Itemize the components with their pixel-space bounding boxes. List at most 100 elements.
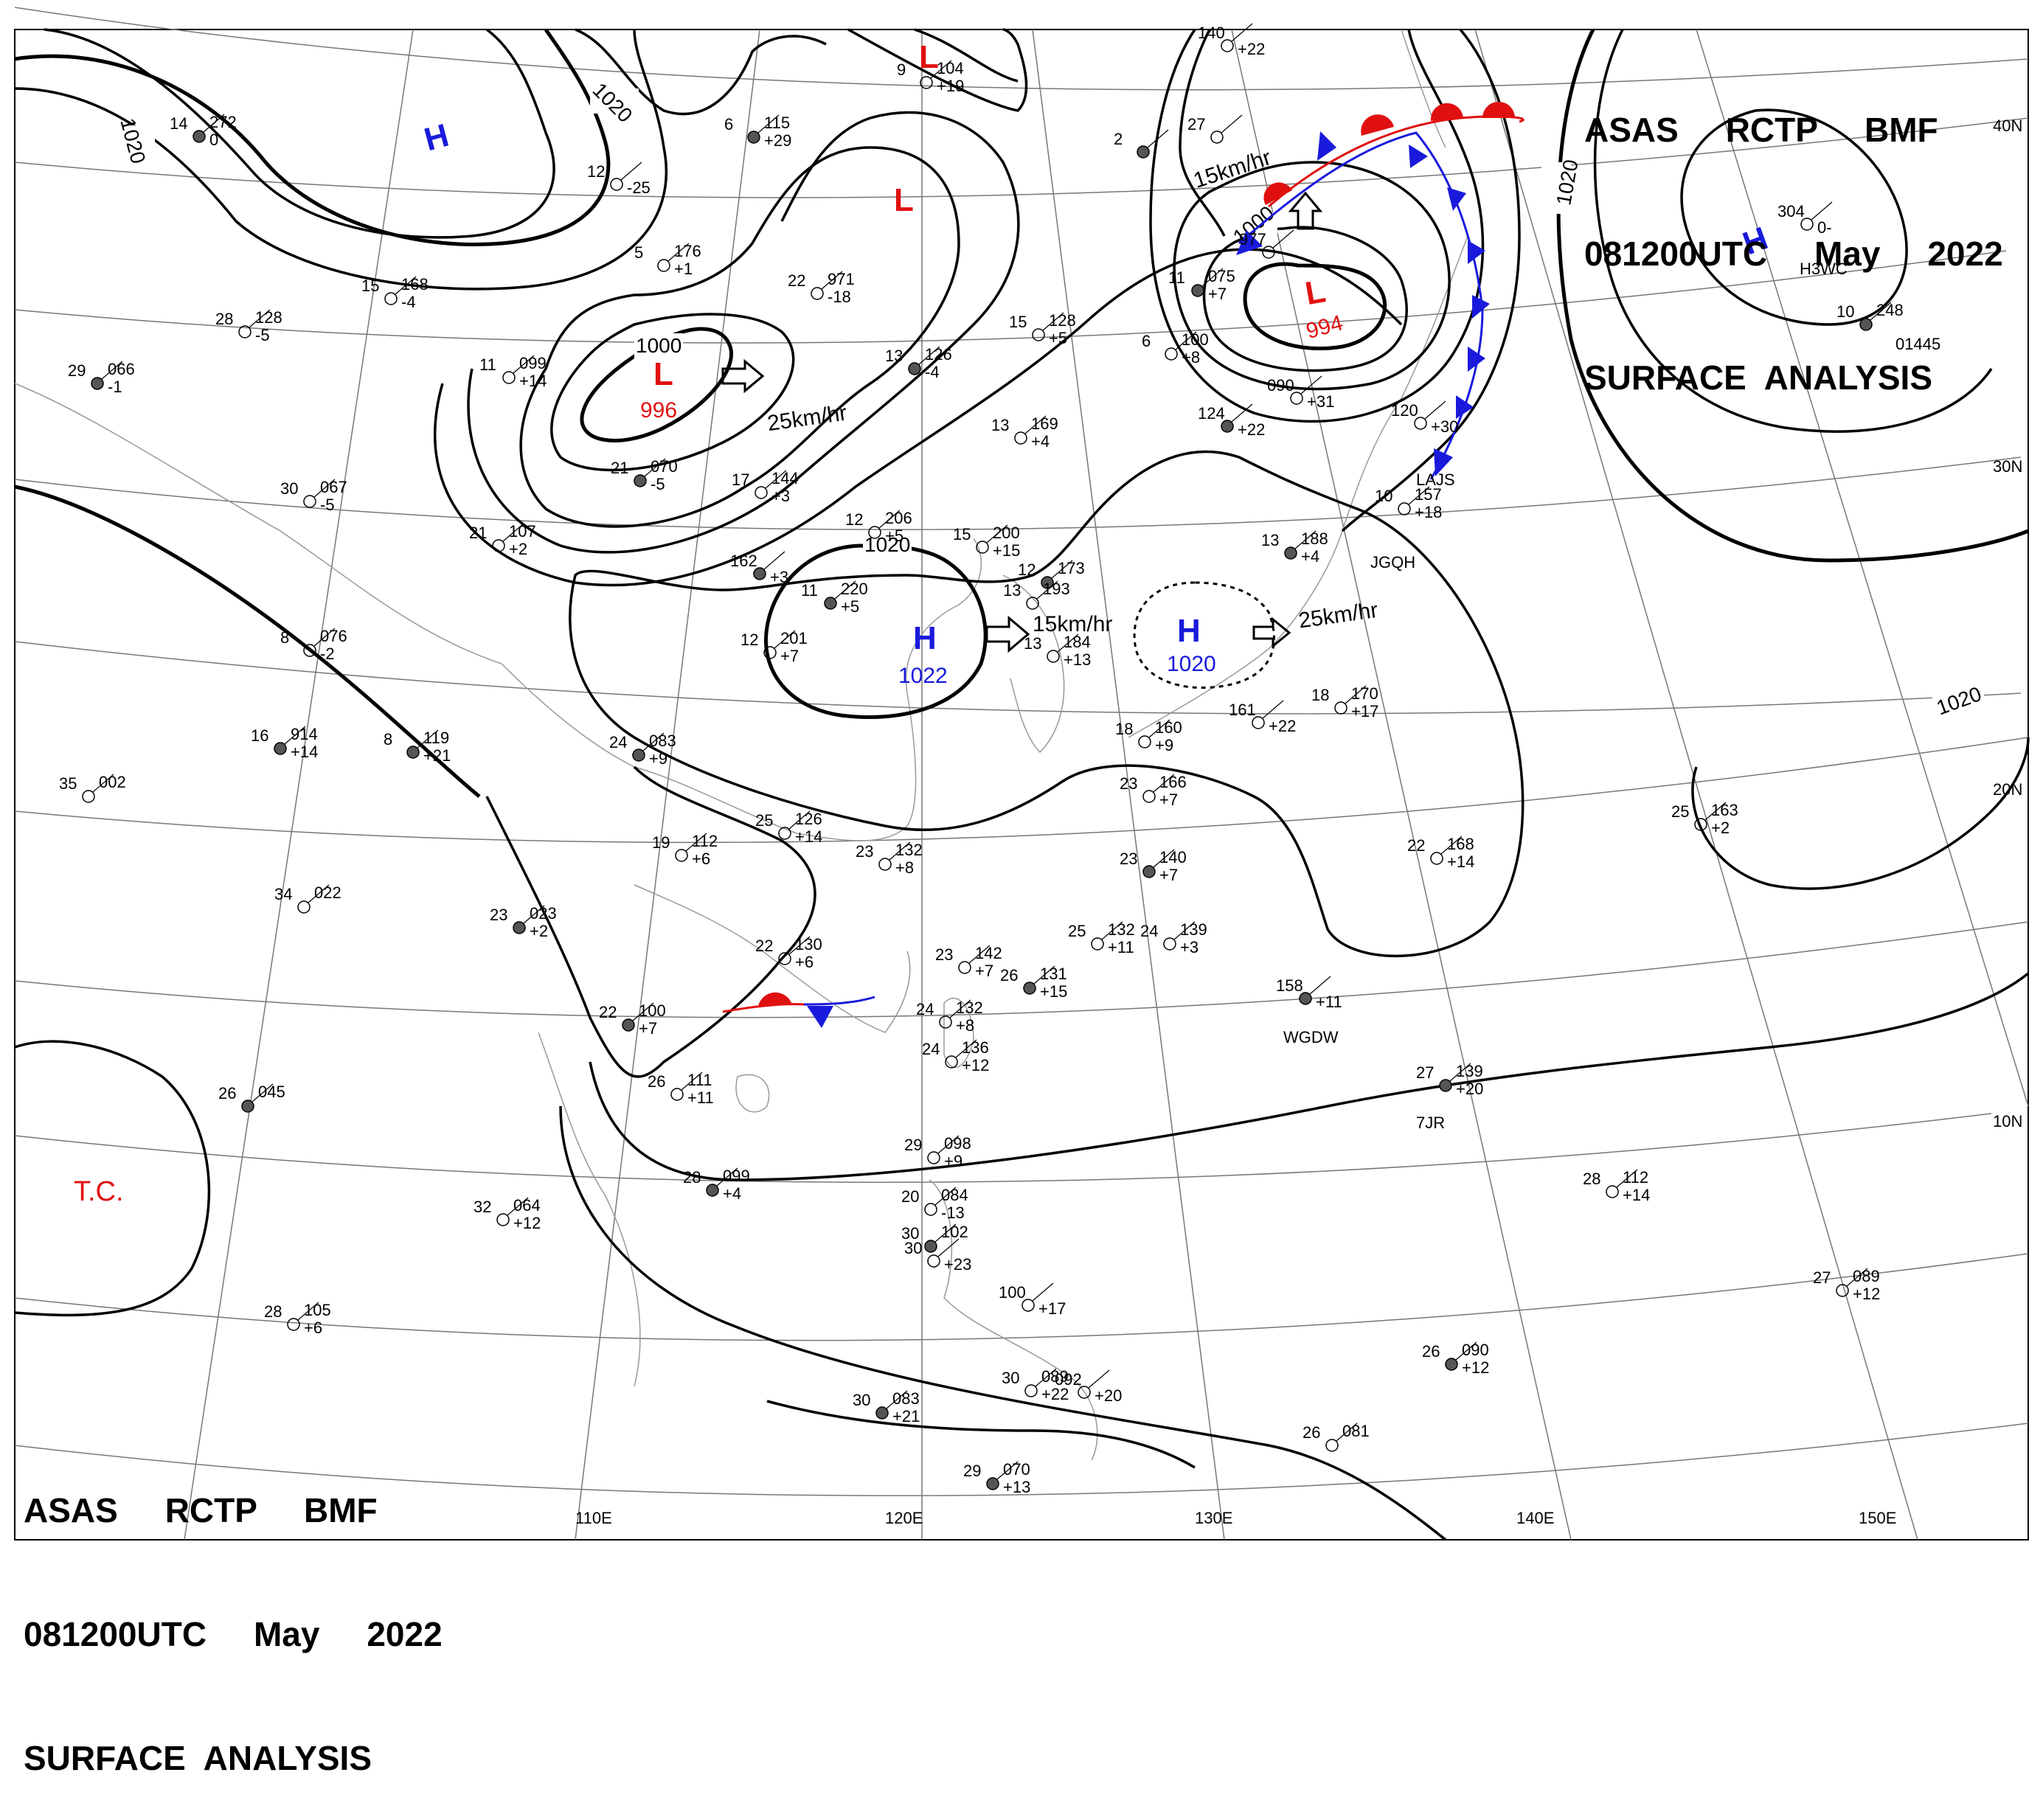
isobar xyxy=(1680,108,1908,326)
station-pressure-tendency: +15 xyxy=(993,541,1020,560)
wind-barb xyxy=(886,1390,908,1409)
station-temperature: 32 xyxy=(474,1198,491,1216)
station-circle xyxy=(924,1240,937,1253)
station-pressure-tendency: +2 xyxy=(530,922,548,940)
station-pressure: 002 xyxy=(99,773,126,791)
station-pressure: 126 xyxy=(795,810,822,828)
wind-barb xyxy=(681,1071,703,1091)
station-pressure-tendency: +17 xyxy=(1351,702,1378,720)
station-circle xyxy=(287,1318,300,1331)
lon-line-160 xyxy=(1696,29,2029,1107)
graticule xyxy=(14,7,2029,1541)
wind-barb xyxy=(1148,719,1170,738)
station-pressure: 100 xyxy=(1182,330,1209,349)
station-pressure-tendency: +19 xyxy=(937,77,964,95)
cold-front-barb xyxy=(1317,131,1336,161)
wind-barb xyxy=(996,1461,1019,1480)
motion-label: 25km/hr xyxy=(766,400,848,436)
station-circle xyxy=(657,259,670,272)
pressure-centers: H L L L L H H H xyxy=(420,39,1772,656)
station-temperature: 28 xyxy=(215,310,233,328)
station-pressure: 169 xyxy=(1031,414,1058,433)
station-plot: 16 914+14 xyxy=(251,725,318,761)
isobar xyxy=(1202,226,1408,372)
station-plot: 8 119+21 xyxy=(384,729,451,765)
station-circle xyxy=(1694,818,1707,831)
wind-barb xyxy=(632,1002,654,1021)
wind-barb xyxy=(1051,560,1073,579)
station-circle xyxy=(1032,328,1045,341)
isobar-label-bg xyxy=(111,125,155,150)
station-plot: 5 176+1 xyxy=(634,242,701,278)
station-pressure-tendency: +22 xyxy=(1041,1385,1069,1403)
station-circle xyxy=(1439,1079,1452,1092)
station-pressure-tendency: +7 xyxy=(639,1019,657,1038)
wind-barb xyxy=(620,161,642,181)
cold-front-barb xyxy=(1236,230,1263,255)
station-plot: 13 188+4 xyxy=(1261,529,1328,566)
station-temperature: 977 xyxy=(1239,230,1266,249)
station-plot: 25 163+2 xyxy=(1671,801,1738,837)
station-circle xyxy=(1398,502,1411,515)
station-temperature: 15 xyxy=(953,525,971,543)
station-temperature: 21 xyxy=(469,524,487,542)
station-pressure: 023 xyxy=(530,904,557,923)
lon-line-110 xyxy=(575,29,760,1541)
station-plot: 22 971-18 xyxy=(788,270,855,306)
call-sign: LAJS xyxy=(1416,470,1455,489)
station-pressure-tendency: -4 xyxy=(401,293,416,311)
isobar-label-bg xyxy=(1541,162,1571,214)
warm-front-bump xyxy=(1263,182,1292,205)
low-center: L xyxy=(1303,273,1328,312)
center-pressure: 994 xyxy=(1303,310,1345,344)
station-temperature: 11 xyxy=(479,355,496,374)
station-temperature: 2 xyxy=(1114,130,1123,148)
station-temperature: 23 xyxy=(856,842,873,861)
station-pressure: 176 xyxy=(674,242,701,260)
wind-barb xyxy=(297,1302,319,1321)
station-temperature: 27 xyxy=(1416,1063,1434,1082)
coastline-south-china xyxy=(634,884,911,1033)
station-plot: 22 168+14 xyxy=(1407,835,1474,871)
isobar xyxy=(1173,161,1451,391)
station-temperature: 13 xyxy=(1024,634,1041,653)
station-circle xyxy=(927,1151,940,1164)
station-pressure: 081 xyxy=(1342,1422,1370,1440)
station-pressure-tendency: +5 xyxy=(841,597,859,616)
station-circle xyxy=(274,742,287,755)
station-pressure-tendency: +22 xyxy=(1269,717,1296,735)
isobar xyxy=(764,543,988,719)
station-temperature: 161 xyxy=(1229,701,1256,719)
station-temperature: 162 xyxy=(730,552,757,570)
station-pressure-tendency: +6 xyxy=(304,1319,322,1337)
isobar-label-bg xyxy=(590,88,639,114)
station-pressure: 220 xyxy=(841,580,868,598)
station-temperature: 158 xyxy=(1276,976,1303,995)
station-pressure-tendency: +21 xyxy=(892,1407,920,1425)
wind-barb xyxy=(284,726,306,745)
station-circle xyxy=(1165,347,1178,361)
station-temperature: 28 xyxy=(683,1168,701,1187)
station-pressure-tendency: +5 xyxy=(885,527,903,545)
station-plot: 2 xyxy=(1114,129,1169,159)
station-pressure-tendency: -25 xyxy=(627,178,651,197)
station-pressure: 045 xyxy=(258,1083,285,1101)
isobar xyxy=(1149,29,1485,423)
isobar xyxy=(434,248,1403,587)
high-center: H xyxy=(913,620,937,656)
station-plot: 30 102 xyxy=(901,1223,968,1253)
coastline-indochina xyxy=(538,1032,641,1387)
wind-barb xyxy=(642,732,665,751)
station-circle xyxy=(778,952,791,965)
station-pressure-tendency: +18 xyxy=(1415,503,1442,521)
call-sign: JGQH xyxy=(1370,553,1415,572)
station-pressure: 168 xyxy=(1447,835,1474,853)
header-line-agency: ASAS RCTP BMF xyxy=(1584,111,1938,149)
station-temperature: 18 xyxy=(1311,686,1329,704)
isobar xyxy=(575,28,827,116)
station-temperature: 6 xyxy=(724,115,733,133)
warm-front-bump xyxy=(1482,102,1515,118)
cold-front-barb xyxy=(1447,187,1466,211)
call-sign: 7JR xyxy=(1416,1114,1445,1132)
isobar xyxy=(44,28,555,239)
